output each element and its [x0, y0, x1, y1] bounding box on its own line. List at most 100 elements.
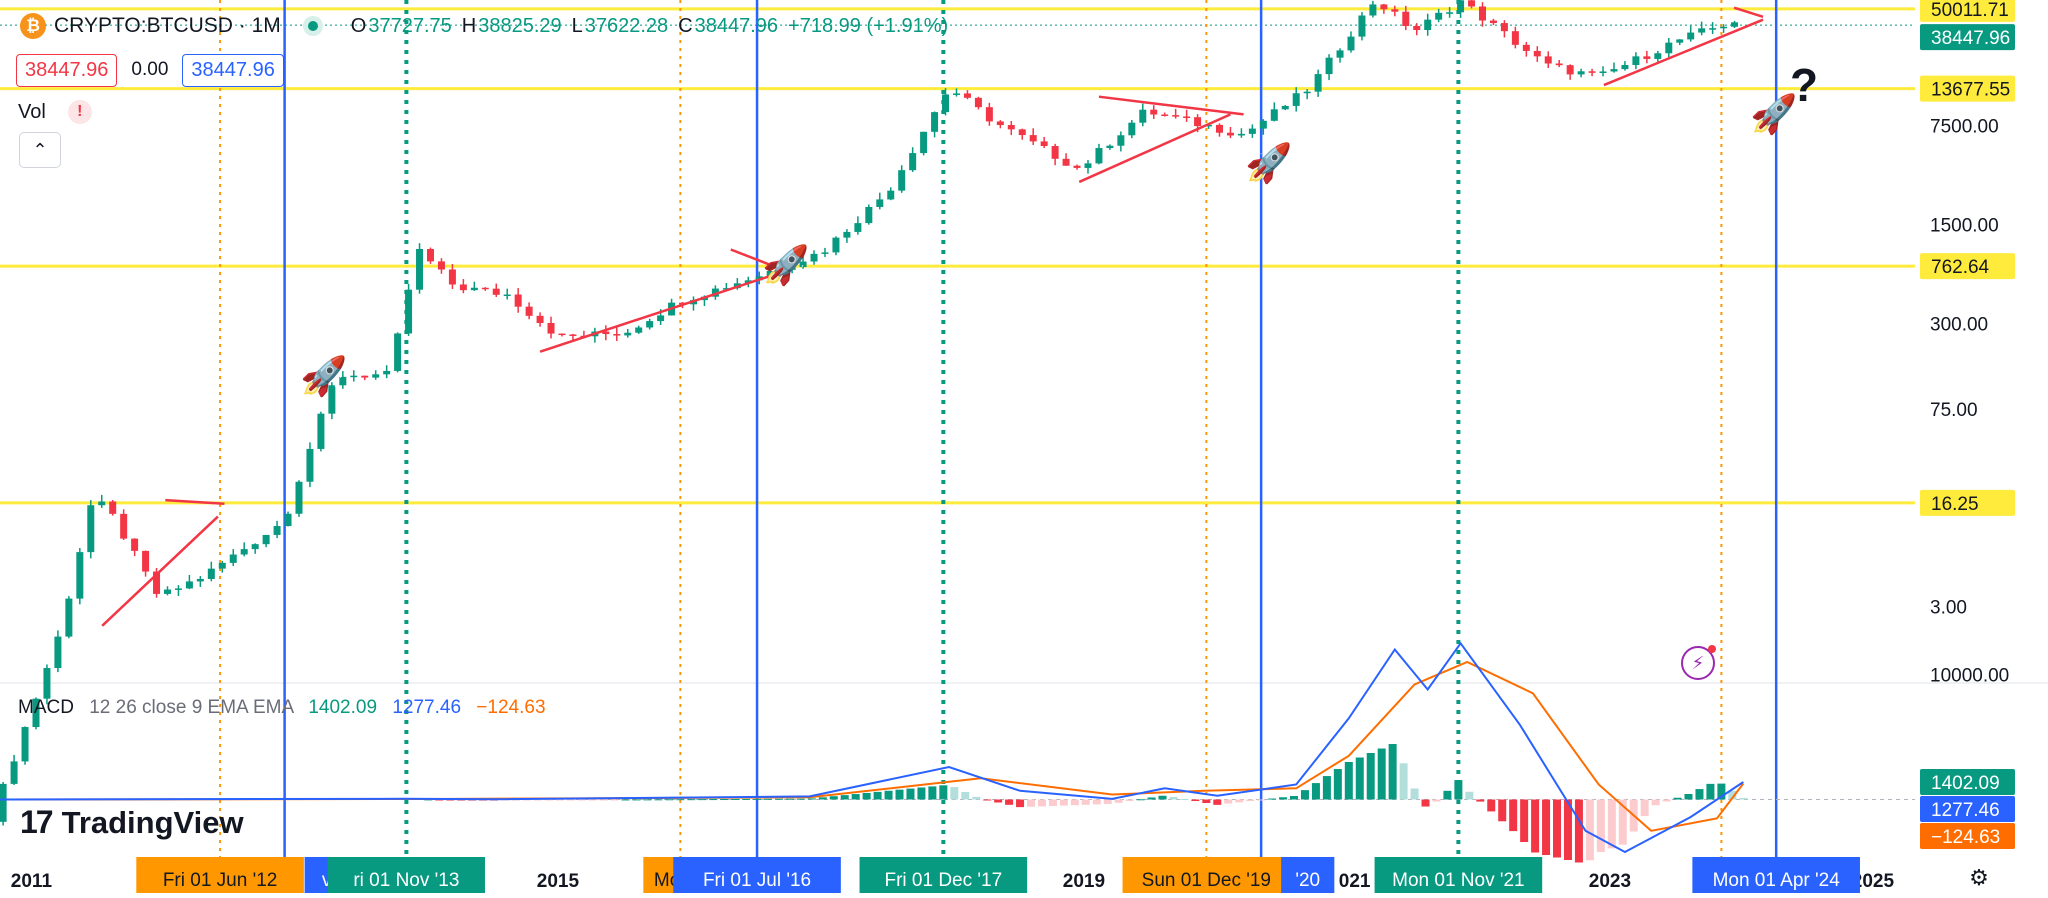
- time-axis-tick-label: 2011: [11, 871, 53, 892]
- candle-down: [569, 334, 577, 336]
- date-axis-badge: '20: [1295, 870, 1320, 891]
- candle-up: [1095, 148, 1103, 164]
- macd-histogram-bar: [698, 799, 707, 801]
- macd-histogram-bar: [1563, 799, 1572, 860]
- candle-up: [1632, 56, 1640, 66]
- candle-up: [1259, 120, 1267, 129]
- candle-up: [854, 223, 862, 232]
- candle-up: [350, 375, 358, 378]
- macd-histogram-bar: [566, 799, 575, 801]
- candle-down: [1489, 20, 1497, 24]
- candle-down: [1007, 125, 1015, 130]
- price-axis-tick-label: 75.00: [1930, 400, 1978, 421]
- collapse-legend-button[interactable]: ⌃: [19, 132, 61, 168]
- tradingview-wordmark: TradingView: [61, 804, 244, 840]
- sell-button[interactable]: 38447.96: [16, 53, 118, 87]
- macd-histogram-bar: [1300, 790, 1309, 800]
- macd-histogram-bar: [1322, 776, 1331, 800]
- macd-histogram-bar: [1399, 763, 1408, 800]
- macd-axis-badge: 1402.09: [1931, 773, 2000, 794]
- candle-up: [295, 481, 303, 514]
- rocket-icon: 🚀: [300, 356, 348, 398]
- buy-sell-panel: 38447.96 0.00 38447.96: [16, 53, 284, 87]
- candle-down: [153, 571, 161, 594]
- candle-up: [1325, 57, 1333, 75]
- candle-up: [196, 578, 204, 582]
- macd-histogram-bar: [1333, 769, 1342, 800]
- macd-histogram-bar: [1027, 799, 1036, 807]
- price-axis-tick-label: 1500.00: [1930, 216, 1999, 237]
- macd-histogram-bar: [1673, 797, 1682, 800]
- macd-histogram-bar: [1728, 790, 1737, 800]
- candle-down: [963, 93, 971, 98]
- macd-histogram-bar: [1037, 799, 1046, 807]
- lightning-alert-icon[interactable]: ⚡: [1681, 645, 1716, 680]
- trendline: [165, 498, 225, 506]
- candle-up: [87, 505, 95, 553]
- candle-up: [1369, 4, 1377, 16]
- candle-up: [777, 269, 785, 272]
- macd-histogram-bar: [1717, 783, 1726, 800]
- macd-axis-badge: 1277.46: [1931, 800, 2000, 821]
- macd-histogram-bar: [709, 799, 718, 801]
- candle-up: [383, 370, 391, 375]
- candle-down: [448, 269, 456, 285]
- candle-up: [229, 554, 237, 563]
- symbol-title[interactable]: CRYPTO:BTCUSD · 1M: [54, 14, 281, 37]
- rocket-icon: 🚀: [1245, 143, 1293, 185]
- candle-up: [273, 526, 281, 535]
- candle-down: [679, 302, 687, 305]
- tradingview-logo[interactable]: 17 TradingView: [20, 804, 244, 841]
- candle-down: [1073, 165, 1081, 168]
- macd-histogram-bar: [1684, 794, 1693, 800]
- candle-up: [32, 698, 40, 728]
- volume-label[interactable]: Vol: [18, 100, 46, 123]
- candle-down: [514, 294, 522, 307]
- macd-histogram-bar: [917, 787, 926, 800]
- candle-down: [1468, 0, 1476, 7]
- candle-up: [262, 534, 270, 545]
- macd-histogram-bar: [1005, 799, 1014, 805]
- candle-up: [646, 321, 654, 328]
- candle-up: [1347, 36, 1355, 51]
- macd-histogram-bar: [1355, 757, 1364, 800]
- trendline: [1098, 95, 1244, 116]
- candle-up: [810, 253, 818, 262]
- candle-up: [1687, 32, 1695, 40]
- candle-up: [339, 376, 347, 386]
- macd-title[interactable]: MACD: [18, 697, 74, 718]
- macd-histogram-bar: [1476, 799, 1485, 802]
- macd-histogram-bar: [1114, 799, 1123, 803]
- macd-histogram-bar: [687, 799, 696, 801]
- candle-down: [558, 333, 566, 336]
- macd-histogram-bar: [1739, 797, 1748, 800]
- candle-up: [931, 112, 939, 132]
- candle-down: [481, 287, 489, 290]
- macd-histogram-bar: [555, 799, 564, 801]
- candle-up: [1139, 109, 1147, 123]
- macd-axis-badge-bg: [1920, 822, 2015, 849]
- settings-gear-icon[interactable]: ⚙: [1969, 865, 1989, 890]
- buy-button[interactable]: 38447.96: [182, 53, 284, 87]
- candle-up: [65, 598, 73, 637]
- level-price-label: 16.25: [1931, 494, 1979, 515]
- error-alert-icon[interactable]: !: [67, 100, 92, 124]
- macd-histogram-bar: [1125, 799, 1134, 802]
- candle-up: [503, 294, 511, 297]
- date-axis-badge-bg: [327, 857, 485, 893]
- level-price-label-bg: [1920, 489, 2015, 516]
- macd-axis-badge-bg: [1920, 768, 2015, 795]
- candle-down: [1544, 56, 1552, 64]
- macd-histogram-bar: [1235, 799, 1244, 803]
- date-axis-badge-bg: [1281, 857, 1335, 893]
- candle-down: [492, 288, 500, 295]
- macd-histogram-bar: [1542, 799, 1551, 855]
- candle-down: [974, 97, 982, 108]
- candle-down: [996, 121, 1004, 126]
- date-axis-badge-bg: [859, 857, 1028, 893]
- macd-histogram-bar: [1443, 790, 1452, 800]
- trendline: [730, 248, 771, 266]
- macd-histogram-bar: [1103, 799, 1112, 805]
